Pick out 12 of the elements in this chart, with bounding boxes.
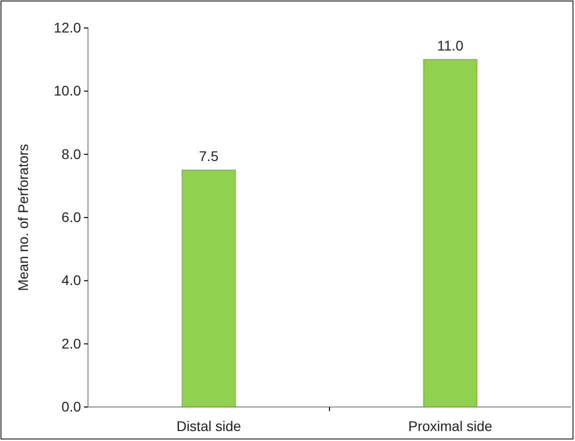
y-tick-label: 4.0 <box>62 272 82 288</box>
y-tick-label: 0.0 <box>62 398 82 414</box>
y-tick-label: 10.0 <box>54 82 82 99</box>
y-tick-label: 12.0 <box>54 19 82 36</box>
x-tick-label: Proximal side <box>408 418 492 434</box>
data-label: 7.5 <box>199 148 219 164</box>
y-tick-label: 2.0 <box>62 335 82 352</box>
y-tick-label: 8.0 <box>62 146 82 162</box>
data-label: 11.0 <box>437 38 464 54</box>
y-axis-title: Mean no. of Perforators <box>15 144 31 292</box>
y-tick-label: 6.0 <box>62 208 82 225</box>
x-tick-label: Distal side <box>176 418 242 434</box>
